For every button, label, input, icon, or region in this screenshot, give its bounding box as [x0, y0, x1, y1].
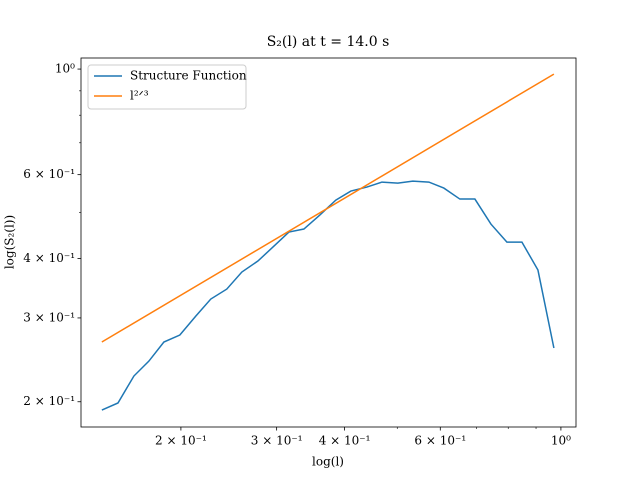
- y-tick-label: 3 × 10⁻¹: [23, 310, 75, 324]
- x-axis-label: log(l): [312, 455, 344, 469]
- legend-box: [87, 64, 247, 110]
- x-tick-label: 3 × 10⁻¹: [251, 434, 303, 448]
- x-tick-label: 2 × 10⁻¹: [155, 434, 207, 448]
- x-tick-label: 4 × 10⁻¹: [319, 434, 371, 448]
- legend-label: Structure Function: [130, 69, 247, 83]
- y-axis-label: log(S₂(l)): [3, 215, 17, 269]
- y-tick-label: 10⁰: [55, 62, 75, 76]
- legend-label: l²ᐟ³: [130, 89, 149, 103]
- series-line: [101, 180, 555, 411]
- y-tick-label: 2 × 10⁻¹: [23, 394, 75, 408]
- x-tick-label: 10⁰: [551, 434, 571, 448]
- series-line: [101, 73, 555, 343]
- plot-frame: [80, 57, 577, 428]
- chart-title: S₂(l) at t = 14.0 s: [267, 34, 390, 50]
- x-tick-label: 6 × 10⁻¹: [414, 434, 466, 448]
- y-tick-label: 4 × 10⁻¹: [23, 251, 75, 265]
- y-tick-label: 6 × 10⁻¹: [23, 167, 75, 181]
